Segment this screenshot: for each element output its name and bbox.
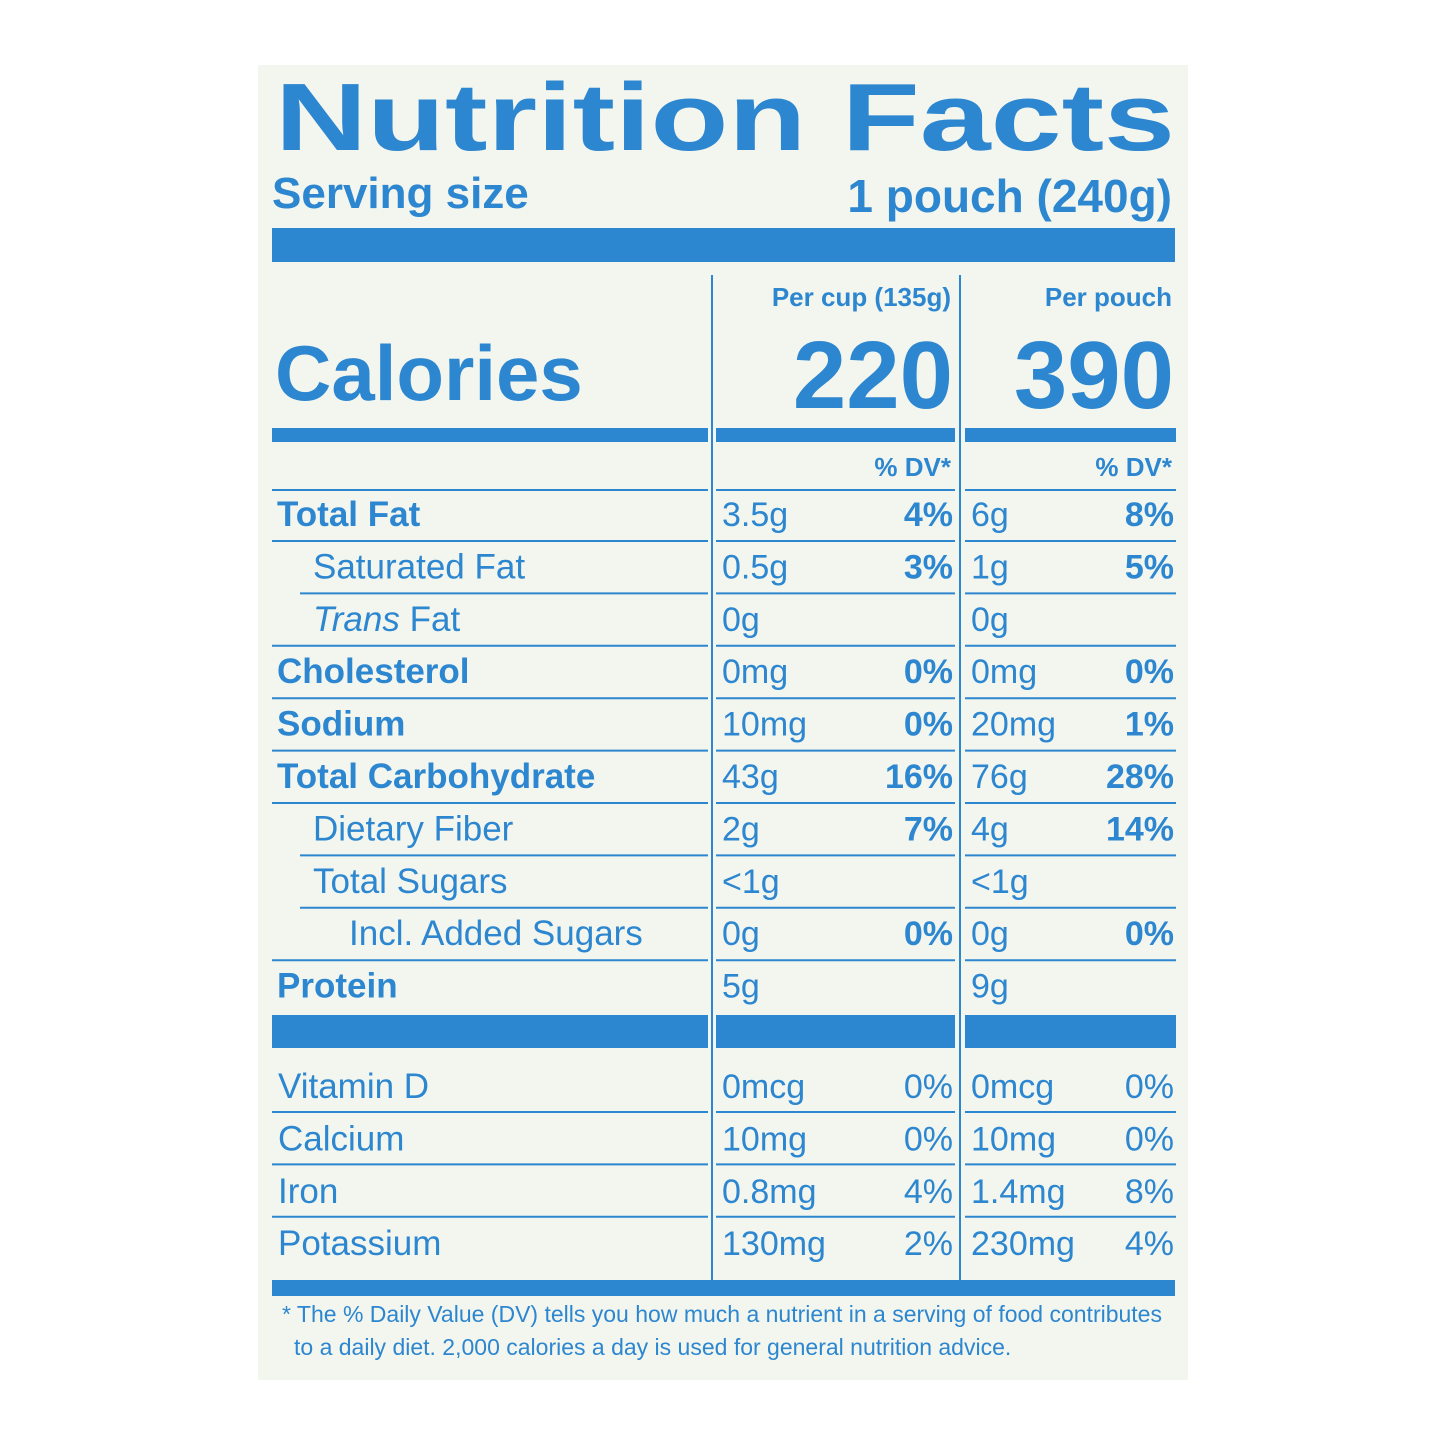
amount: 10mg (722, 706, 807, 744)
thick-rule (272, 1280, 1175, 1296)
nutrient-name: Total Carbohydrate (277, 757, 595, 796)
dv-header: % DV* (1095, 452, 1172, 482)
nutrient-name: Protein (277, 967, 398, 1006)
nutrient-name: Total Sugars (313, 862, 508, 901)
amount: 0.5g (722, 548, 788, 586)
medium-rule (965, 428, 1176, 442)
amount: 0g (971, 915, 1009, 953)
daily-value: 7% (904, 810, 953, 848)
daily-value: 1% (1125, 706, 1174, 744)
amount: 9g (971, 968, 1009, 1006)
column-header: Per pouch (1045, 282, 1172, 312)
daily-value: 28% (1106, 758, 1174, 796)
vitamin-name: Iron (278, 1172, 338, 1211)
serving-value: 1 pouch (240g) (847, 170, 1172, 222)
daily-value: 8% (1125, 1173, 1174, 1211)
amount: 20mg (971, 706, 1056, 744)
footnote: * The % Daily Value (DV) tells you how m… (282, 1301, 1162, 1327)
label-background (258, 65, 1188, 1380)
nutrient-name: Incl. Added Sugars (349, 914, 643, 953)
daily-value: 0% (904, 1068, 953, 1106)
daily-value: 0% (904, 653, 953, 691)
daily-value: 0% (1125, 915, 1174, 953)
amount: 0mcg (722, 1068, 805, 1106)
medium-rule (272, 428, 708, 442)
amount: <1g (722, 863, 780, 901)
calories-value: 220 (793, 322, 953, 429)
calories-value: 390 (1014, 322, 1174, 429)
daily-value: 0% (1125, 653, 1174, 691)
nutrient-name: Saturated Fat (313, 547, 525, 586)
nutrient-name: Trans Fat (313, 600, 460, 639)
nutrient-name: Dietary Fiber (313, 809, 514, 848)
amount: 0g (722, 915, 760, 953)
daily-value: 0% (904, 706, 953, 744)
daily-value: 0% (904, 915, 953, 953)
nutrient-name: Cholesterol (277, 652, 470, 691)
calories-label: Calories (275, 329, 583, 417)
daily-value: 0% (1125, 1068, 1174, 1106)
amount: 10mg (722, 1120, 807, 1158)
thick-rule (272, 1015, 708, 1048)
amount: 76g (971, 758, 1028, 796)
daily-value: 8% (1125, 496, 1174, 534)
nutrient-name: Sodium (277, 705, 405, 744)
nutrient-name: Total Fat (277, 495, 421, 534)
amount: 5g (722, 968, 760, 1006)
amount: 0.8mg (722, 1173, 817, 1211)
dv-header: % DV* (874, 452, 951, 482)
serving-label: Serving size (272, 169, 529, 218)
amount: 10mg (971, 1120, 1056, 1158)
daily-value: 4% (1125, 1225, 1174, 1263)
amount: 0mcg (971, 1068, 1054, 1106)
amount: 43g (722, 758, 779, 796)
amount: 4g (971, 810, 1009, 848)
medium-rule (716, 428, 955, 442)
daily-value: 14% (1106, 810, 1174, 848)
amount: 1g (971, 548, 1009, 586)
amount: 0mg (722, 653, 788, 691)
thick-rule (272, 228, 1175, 262)
nutrient-name-italic: Trans (313, 600, 400, 639)
thick-rule (965, 1015, 1176, 1048)
vitamin-name: Calcium (278, 1119, 404, 1158)
amount: 2g (722, 810, 760, 848)
amount: <1g (971, 863, 1029, 901)
daily-value: 4% (904, 496, 953, 534)
amount: 0mg (971, 653, 1037, 691)
amount: 230mg (971, 1225, 1075, 1263)
amount: 6g (971, 496, 1009, 534)
daily-value: 3% (904, 548, 953, 586)
daily-value: 0% (1125, 1120, 1174, 1158)
daily-value: 5% (1125, 548, 1174, 586)
amount: 0g (722, 601, 760, 639)
footnote: to a daily diet. 2,000 calories a day is… (294, 1334, 1011, 1360)
amount: 1.4mg (971, 1173, 1066, 1211)
thick-rule (716, 1015, 955, 1048)
amount: 130mg (722, 1225, 826, 1263)
amount: 3.5g (722, 496, 788, 534)
daily-value: 2% (904, 1225, 953, 1263)
daily-value: 4% (904, 1173, 953, 1211)
amount: 0g (971, 601, 1009, 639)
vitamin-name: Potassium (278, 1224, 441, 1263)
daily-value: 0% (904, 1120, 953, 1158)
vitamin-name: Vitamin D (278, 1067, 429, 1106)
nutrient-name-rest: Fat (410, 600, 461, 639)
column-header: Per cup (135g) (772, 282, 951, 312)
daily-value: 16% (885, 758, 953, 796)
title: Nutrition Facts (275, 64, 1175, 171)
